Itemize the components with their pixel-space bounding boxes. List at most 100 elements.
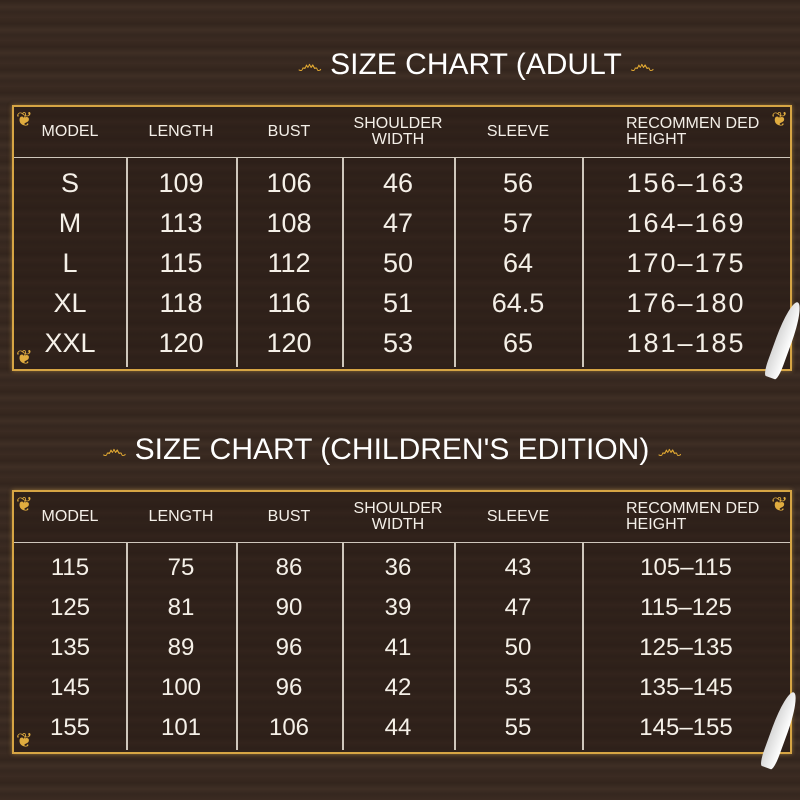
table-cell: XXL [44, 327, 96, 358]
table-cell: 170–175 [626, 247, 746, 278]
table-cell: 100 [160, 674, 202, 701]
table-cell: 47 [504, 594, 532, 621]
column-header: LENGTH [148, 508, 214, 525]
adult-size-table: ❦ ❦ ❦ MODEL LENGTH BUST SHOULDER WIDTH SLEEVE RE… [12, 105, 792, 371]
table-cell: 56 [502, 167, 534, 198]
table-cell: 36 [384, 554, 412, 581]
table-cell: 101 [160, 714, 202, 741]
table-cell: 115 [50, 554, 90, 581]
children-title: ෴ SIZE CHART (CHILDREN'S EDITION) ෴ [102, 433, 682, 467]
table-cell: 113 [159, 207, 203, 238]
column-header: BUST [267, 508, 311, 525]
column-header: LENGTH [148, 123, 214, 140]
column-header: SLEEVE [486, 508, 550, 525]
table-cell: 106 [268, 714, 310, 741]
table-cell: 155 [49, 714, 91, 741]
gold-swirl-icon: ෴ [297, 49, 323, 80]
table-cell: 81 [167, 594, 195, 621]
column-header: SHOULDER WIDTH [353, 500, 443, 533]
table-cell: 75 [167, 554, 195, 581]
corner-ornament-icon: ❦ [16, 728, 33, 752]
table-cell: 145–155 [639, 714, 733, 741]
column-header: RECOMMEN DED HEIGHT [626, 500, 760, 533]
table-cell: M [58, 207, 82, 238]
corner-ornament-icon: ❦ [771, 107, 788, 131]
table-cell: 39 [384, 594, 412, 621]
table-cell: 116 [267, 287, 311, 318]
column-header: SHOULDER WIDTH [353, 115, 443, 148]
table-cell: 156–163 [626, 167, 746, 198]
table-cell: 53 [504, 674, 532, 701]
table-cell: 176–180 [626, 287, 746, 318]
table-cell: 120 [158, 327, 204, 358]
table-cell: 96 [275, 674, 303, 701]
table-cell: 51 [382, 287, 414, 318]
table-cell: 120 [266, 327, 312, 358]
table-cell: S [60, 167, 79, 198]
table-cell: 64 [502, 247, 534, 278]
column-divider [582, 157, 584, 367]
table-cell: 47 [382, 207, 414, 238]
table-cell: 105–115 [640, 554, 732, 581]
children-title-text: SIZE CHART (CHILDREN'S EDITION) [134, 433, 650, 466]
table-cell: 41 [384, 634, 412, 661]
table-cell: 118 [159, 287, 203, 318]
table-cell: L [62, 247, 78, 278]
table-cell: 65 [502, 327, 534, 358]
corner-ornament-icon: ❦ [771, 492, 788, 516]
table-cell: 55 [504, 714, 532, 741]
table-cell: 106 [266, 167, 312, 198]
column-divider [582, 542, 584, 750]
column-divider [126, 542, 128, 750]
table-cell: 89 [167, 634, 195, 661]
adult-title: ෴ SIZE CHART (ADULT ෴ [297, 48, 654, 82]
table-cell: 125 [49, 594, 91, 621]
table-cell: 50 [504, 634, 532, 661]
table-cell: 90 [275, 594, 303, 621]
column-divider [342, 157, 344, 367]
table-cell: 53 [382, 327, 414, 358]
column-header: MODEL [41, 123, 99, 140]
table-cell: 115–125 [640, 594, 732, 621]
table-cell: 46 [382, 167, 414, 198]
table-cell: 181–185 [626, 327, 746, 358]
table-cell: 112 [267, 247, 311, 278]
table-cell: 108 [266, 207, 312, 238]
corner-ornament-icon: ❦ [16, 107, 33, 131]
table-cell: 145 [49, 674, 91, 701]
column-header: SLEEVE [486, 123, 550, 140]
column-header: RECOMMEN DED HEIGHT [626, 115, 760, 148]
adult-title-text: SIZE CHART (ADULT [330, 48, 622, 81]
table-cell: 64.5 [491, 287, 545, 318]
table-cell: 43 [504, 554, 532, 581]
table-cell: 44 [384, 714, 412, 741]
column-divider [236, 542, 238, 750]
table-cell: 135–145 [639, 674, 733, 701]
table-cell: 115 [159, 247, 203, 278]
corner-ornament-icon: ❦ [16, 345, 33, 369]
column-header: MODEL [41, 508, 99, 525]
header-row: MODEL LENGTH BUST SHOULDER WIDTH SLEEVE RECOM… [14, 492, 790, 543]
table-cell: 96 [275, 634, 303, 661]
table-cell: XL [53, 287, 87, 318]
table-cell: 57 [502, 207, 534, 238]
table-cell: 164–169 [626, 207, 746, 238]
gold-swirl-icon: ෴ [629, 49, 655, 80]
gold-swirl-icon: ෴ [657, 434, 682, 465]
table-cell: 135 [49, 634, 91, 661]
column-divider [454, 157, 456, 367]
corner-ornament-icon: ❦ [16, 492, 33, 516]
table-cell: 109 [158, 167, 204, 198]
gold-swirl-icon: ෴ [102, 434, 127, 465]
table-cell: 50 [382, 247, 414, 278]
table-cell: 42 [384, 674, 412, 701]
table-cell: 125–135 [639, 634, 733, 661]
column-header: BUST [267, 123, 311, 140]
children-size-table: ❦ ❦ ❦ MODEL LENGTH BUST SHOULDER WIDTH SLEEVE RE… [12, 490, 792, 754]
column-divider [126, 157, 128, 367]
column-divider [342, 542, 344, 750]
column-divider [236, 157, 238, 367]
column-divider [454, 542, 456, 750]
header-row: MODEL LENGTH BUST SHOULDER WIDTH SLEEVE RECOM… [14, 107, 790, 158]
table-cell: 86 [275, 554, 303, 581]
